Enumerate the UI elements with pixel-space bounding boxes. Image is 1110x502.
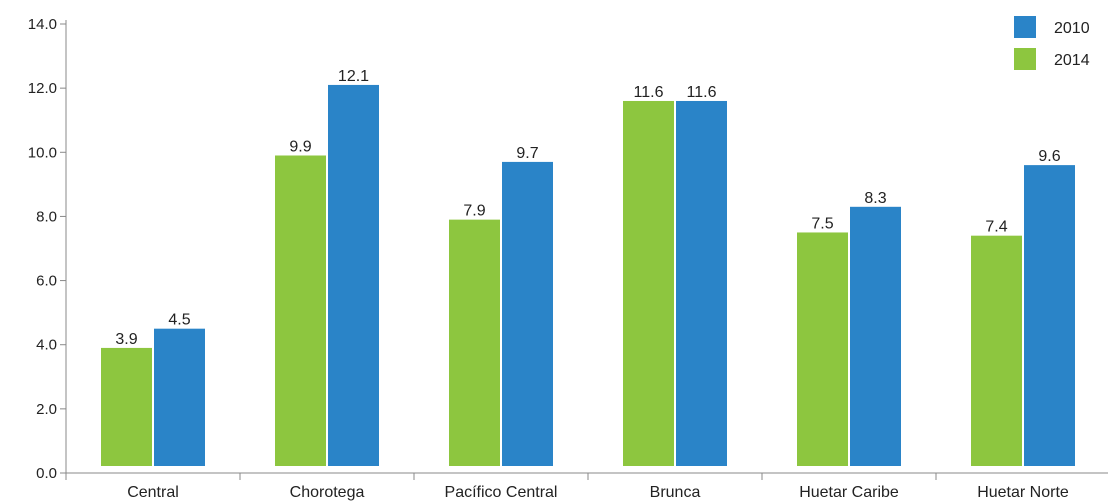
y-tick-label: 10.0: [28, 144, 57, 161]
bar-2014: [797, 232, 848, 466]
y-tick-label: 4.0: [36, 337, 57, 354]
data-label: 7.9: [463, 203, 485, 220]
legend: 2010 2014: [1014, 16, 1090, 70]
data-label: 11.6: [634, 84, 664, 101]
data-label: 9.7: [516, 145, 538, 162]
y-tick-label: 14.0: [28, 16, 57, 33]
legend-label: 2014: [1054, 52, 1090, 69]
y-tick-label: 6.0: [36, 273, 57, 290]
data-label: 9.9: [289, 138, 311, 155]
x-axis: Central Chorotega Pacífico Central Brunca Hu…: [60, 472, 1108, 501]
bar-2010: [850, 206, 901, 467]
x-tick-label: Pacífico Central: [445, 484, 558, 501]
data-label: 9.6: [1038, 148, 1060, 165]
bar-2010: [676, 100, 727, 466]
data-label: 4.5: [168, 312, 190, 329]
x-tick-label: Central: [127, 484, 179, 501]
y-tick-label: 0.0: [36, 465, 57, 482]
bar-2014: [449, 219, 500, 466]
data-label: 12.1: [338, 68, 369, 85]
legend-swatch-2010: [1014, 16, 1036, 38]
data-label: 11.6: [687, 84, 717, 101]
y-axis: 0.0 2.0 4.0 6.0 8.0 10.0 12.0 14.0: [28, 16, 67, 482]
legend-label: 2010: [1054, 20, 1090, 37]
data-label: 3.9: [115, 331, 137, 348]
bar-2010: [154, 328, 205, 466]
bar-2014: [623, 100, 674, 466]
bar-2014: [275, 155, 326, 466]
x-tick-label: Brunca: [650, 484, 701, 501]
bar-2010: [1024, 165, 1075, 466]
bar-2010: [328, 84, 379, 466]
y-tick-label: 12.0: [28, 80, 57, 97]
bar-2014: [101, 347, 152, 466]
bars: [101, 84, 1075, 467]
data-label: 8.3: [864, 190, 886, 207]
bar-2010: [502, 161, 553, 466]
bar-2014: [971, 235, 1022, 466]
data-label: 7.5: [811, 215, 833, 232]
x-tick-label: Huetar Norte: [977, 484, 1069, 501]
data-labels: 3.9 4.5 9.9 12.1 7.9 9.7 11.6 11.6 7.5 8.3 7.4 9.6: [115, 68, 1060, 348]
legend-swatch-2014: [1014, 48, 1036, 70]
y-tick-label: 8.0: [36, 208, 57, 225]
y-tick-label: 2.0: [36, 401, 57, 418]
x-tick-label: Huetar Caribe: [799, 484, 899, 501]
data-label: 7.4: [985, 219, 1007, 236]
x-tick-label: Chorotega: [290, 484, 365, 501]
